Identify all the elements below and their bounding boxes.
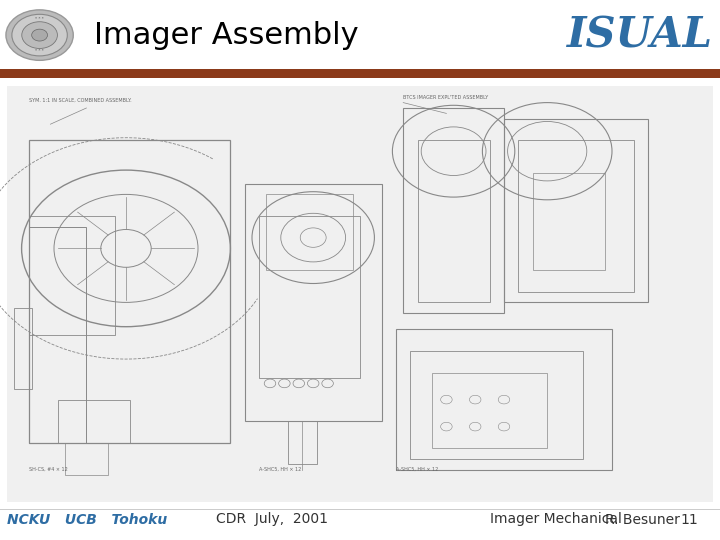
Bar bbox=[0, 509, 720, 510]
Text: * * *: * * * bbox=[35, 50, 44, 53]
Bar bbox=[410, 351, 583, 459]
Text: R. Besuner: R. Besuner bbox=[605, 512, 680, 526]
Bar bbox=[266, 194, 353, 270]
Bar bbox=[533, 173, 605, 270]
Bar bbox=[65, 443, 108, 475]
Text: ISUAL: ISUAL bbox=[567, 14, 713, 56]
Bar bbox=[0, 69, 720, 78]
Bar bbox=[396, 329, 612, 470]
Bar bbox=[518, 140, 634, 292]
Text: * * *: * * * bbox=[35, 17, 44, 21]
Text: 11: 11 bbox=[680, 512, 698, 526]
Text: Imager Mechanical: Imager Mechanical bbox=[490, 512, 621, 526]
Bar bbox=[14, 308, 32, 389]
Bar bbox=[504, 119, 648, 302]
Bar bbox=[29, 140, 230, 443]
Bar bbox=[29, 227, 86, 443]
Text: SYM. 1:1 IN SCALE, COMBINED ASSEMBLY.: SYM. 1:1 IN SCALE, COMBINED ASSEMBLY. bbox=[29, 98, 132, 103]
Bar bbox=[29, 216, 115, 335]
Bar bbox=[259, 216, 360, 378]
Text: BTCS IMAGER EXPL'TED ASSEMBLY: BTCS IMAGER EXPL'TED ASSEMBLY bbox=[403, 95, 488, 100]
Bar bbox=[7, 86, 713, 502]
Text: Imager Assembly: Imager Assembly bbox=[94, 21, 359, 50]
Bar bbox=[418, 140, 490, 302]
Bar bbox=[245, 184, 382, 421]
Circle shape bbox=[12, 14, 68, 56]
Bar bbox=[58, 400, 130, 443]
Text: SH-CS, #4 × 12: SH-CS, #4 × 12 bbox=[29, 467, 68, 472]
Text: NCKU   UCB   Tohoku: NCKU UCB Tohoku bbox=[7, 512, 168, 526]
Circle shape bbox=[6, 10, 73, 60]
Bar bbox=[288, 421, 317, 464]
Text: A-SHC5, HH × 12: A-SHC5, HH × 12 bbox=[259, 467, 302, 472]
Text: A-SHC5, HH × 12: A-SHC5, HH × 12 bbox=[396, 467, 438, 472]
Bar bbox=[403, 108, 504, 313]
Circle shape bbox=[22, 22, 58, 49]
Bar bbox=[432, 373, 547, 448]
Text: CDR  July,  2001: CDR July, 2001 bbox=[216, 512, 328, 526]
Circle shape bbox=[32, 29, 48, 41]
